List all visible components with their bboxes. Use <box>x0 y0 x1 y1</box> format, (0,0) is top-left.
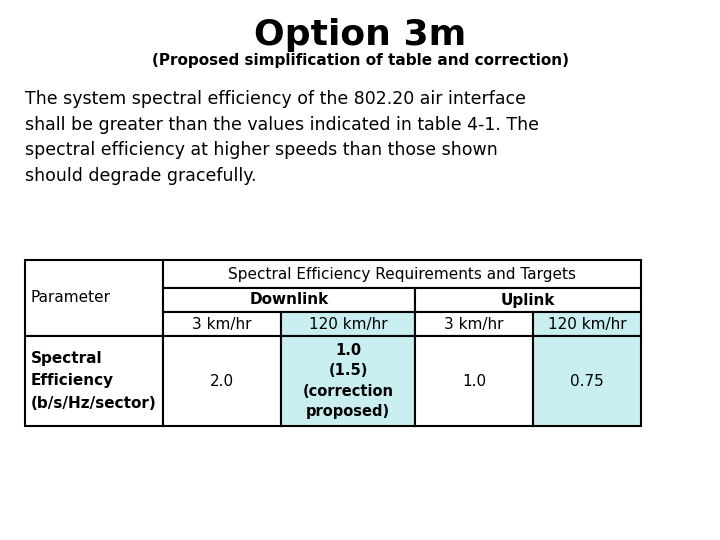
Bar <box>281 336 415 426</box>
Text: Downlink: Downlink <box>249 293 328 307</box>
Bar <box>415 312 533 336</box>
Bar <box>415 336 533 426</box>
Text: Spectral
Efficiency
(b/s/Hz/sector): Spectral Efficiency (b/s/Hz/sector) <box>31 352 157 411</box>
Bar <box>163 312 281 336</box>
Bar <box>25 336 163 426</box>
Bar <box>163 288 415 312</box>
Text: Option 3m: Option 3m <box>254 18 466 52</box>
Text: 1.0: 1.0 <box>462 374 486 388</box>
Text: 3 km/hr: 3 km/hr <box>192 316 252 332</box>
Text: Uplink: Uplink <box>500 293 555 307</box>
Bar <box>163 260 641 288</box>
Bar <box>533 336 641 426</box>
Text: 3 km/hr: 3 km/hr <box>444 316 504 332</box>
Text: 2.0: 2.0 <box>210 374 234 388</box>
Text: Spectral Efficiency Requirements and Targets: Spectral Efficiency Requirements and Tar… <box>228 267 576 281</box>
Bar <box>533 312 641 336</box>
Text: 120 km/hr: 120 km/hr <box>548 316 626 332</box>
Text: (Proposed simplification of table and correction): (Proposed simplification of table and co… <box>151 52 569 68</box>
Bar <box>163 336 281 426</box>
Bar <box>281 312 415 336</box>
Text: 1.0
(1.5)
(correction
proposed): 1.0 (1.5) (correction proposed) <box>302 343 394 419</box>
Bar <box>415 288 641 312</box>
Bar <box>25 260 163 336</box>
Text: The system spectral efficiency of the 802.20 air interface
shall be greater than: The system spectral efficiency of the 80… <box>25 90 539 185</box>
Text: Parameter: Parameter <box>30 291 110 306</box>
Text: 120 km/hr: 120 km/hr <box>309 316 387 332</box>
Text: 0.75: 0.75 <box>570 374 604 388</box>
